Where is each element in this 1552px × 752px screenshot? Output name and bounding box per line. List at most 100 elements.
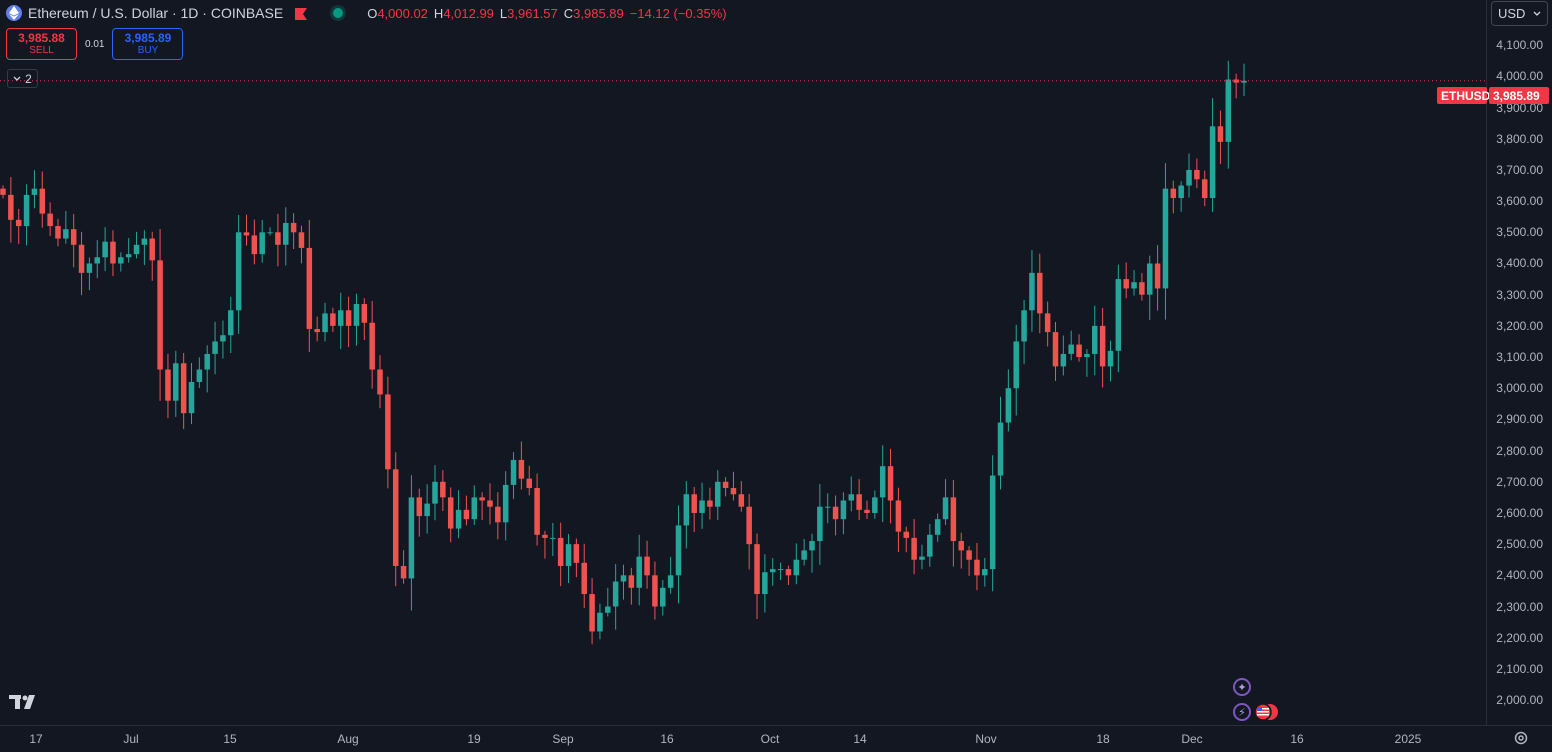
settings-icon[interactable] <box>1513 730 1529 746</box>
candle-body <box>1052 332 1059 367</box>
price-axis-label: 3,400.00 <box>1496 256 1543 271</box>
candle-body <box>110 241 116 264</box>
time-axis[interactable]: 17 Jul 15 Aug 19 Sep 16 Oct 14 Nov 18 Dec 16 2025 <box>0 725 1552 752</box>
candle-body <box>15 219 22 227</box>
candle-body <box>55 226 61 239</box>
candle-body <box>605 606 611 613</box>
candle-body <box>581 562 587 595</box>
price-axis-label: 2,100.00 <box>1496 661 1543 676</box>
candle-body <box>180 363 187 414</box>
candle-body <box>1186 169 1192 186</box>
currency-select[interactable]: USD <box>1491 1 1548 26</box>
candle-body <box>762 572 768 595</box>
candle-body <box>463 509 470 520</box>
candle-body <box>1005 388 1012 423</box>
candle-body <box>1146 263 1153 295</box>
candle-body <box>1115 279 1122 351</box>
candle-body <box>801 550 807 560</box>
candle-body <box>1107 350 1114 367</box>
candle-body <box>824 506 831 508</box>
candle-body <box>927 534 933 557</box>
candle-body <box>157 260 163 370</box>
candle-body <box>495 506 501 523</box>
candle-body <box>1029 272 1035 311</box>
price-axis-label: 4,100.00 <box>1496 38 1543 53</box>
candle-body <box>1099 325 1106 367</box>
price-axis-label: 3,300.00 <box>1496 287 1543 302</box>
market-status-icon[interactable] <box>333 8 344 18</box>
price-axis-label: 2,600.00 <box>1496 505 1543 520</box>
candle-body <box>817 506 823 542</box>
price-axis-label: 2,300.00 <box>1496 599 1543 614</box>
candle-body <box>78 244 85 273</box>
time-axis-label: 18 <box>1096 732 1110 746</box>
candle-body <box>502 484 509 523</box>
flag-icon[interactable] <box>295 7 308 20</box>
price-axis-label: 4,000.00 <box>1496 69 1543 84</box>
chevron-down-icon <box>13 76 21 81</box>
time-axis-label: 16 <box>1290 732 1304 746</box>
candle-body <box>683 494 690 526</box>
candle-body <box>1021 310 1027 342</box>
candle-body <box>636 556 642 588</box>
sell-button[interactable]: 3,985.88 SELL <box>6 28 77 60</box>
candle-body <box>769 569 776 573</box>
candle-body <box>400 565 407 579</box>
candle-body <box>251 235 258 255</box>
price-chart[interactable] <box>0 0 1486 725</box>
candle-body <box>746 506 752 545</box>
candle-body <box>1076 344 1082 358</box>
lightning-icon[interactable]: ⚡ <box>1233 703 1251 721</box>
candle-body <box>314 328 320 333</box>
candle-body <box>133 244 140 255</box>
candle-body <box>1225 79 1232 142</box>
candle-body <box>550 537 556 539</box>
candle-body <box>534 488 540 535</box>
candle-body <box>589 594 595 632</box>
buy-button[interactable]: 3,985.89 BUY <box>112 28 184 60</box>
candle-body <box>1092 325 1098 354</box>
price-axis-label: 2,800.00 <box>1496 443 1543 458</box>
price-axis-label: 3,900.00 <box>1496 100 1543 115</box>
time-axis-label: 17 <box>29 732 43 746</box>
candle-body <box>1217 126 1224 142</box>
change-value: −14.12 (−0.35%) <box>629 5 727 21</box>
candle-body <box>879 466 886 498</box>
candle-body <box>557 537 564 566</box>
candle-body <box>526 478 532 489</box>
candle-body <box>23 194 30 227</box>
candle-body <box>118 257 124 264</box>
candle-body <box>1154 263 1161 289</box>
tradingview-logo[interactable] <box>9 693 41 711</box>
price-axis[interactable]: 2,000.00 2,100.00 2,200.00 2,300.00 2,400.00… <box>1486 0 1552 725</box>
price-axis-label: 3,000.00 <box>1496 381 1543 396</box>
us-flag-icon[interactable] <box>1253 703 1279 721</box>
candle-body <box>730 488 737 495</box>
candle-body <box>188 381 195 414</box>
spread-value: 0.01 <box>85 38 105 50</box>
price-axis-label: 2,400.00 <box>1496 568 1543 583</box>
candle-body <box>667 575 674 588</box>
price-axis-label: 3,800.00 <box>1496 131 1543 146</box>
candle-body <box>283 222 289 245</box>
symbol-title[interactable]: Ethereum / U.S. Dollar · 1D · COINBASE <box>28 5 284 21</box>
candle-body <box>597 612 603 632</box>
indicators-toggle[interactable]: 2 <box>7 69 38 88</box>
candle-body <box>1037 272 1043 314</box>
candle-body <box>149 238 155 261</box>
candle-body <box>165 369 171 401</box>
candle-body <box>353 304 360 326</box>
candle-body <box>173 363 179 401</box>
candle-body <box>385 394 391 470</box>
time-axis-label: Jul <box>123 732 139 746</box>
candle-body <box>620 575 627 582</box>
candle-body <box>235 232 242 311</box>
sparkle-icon[interactable]: ✦ <box>1233 678 1251 696</box>
candle-body <box>1209 126 1216 199</box>
candle-body <box>1084 353 1090 358</box>
candle-body <box>0 188 6 195</box>
candle-body <box>1170 188 1177 199</box>
candle-body <box>950 497 957 542</box>
symbol-header: Ethereum / U.S. Dollar · 1D · COINBASE O… <box>6 4 727 22</box>
price-axis-label: 2,900.00 <box>1496 412 1543 427</box>
